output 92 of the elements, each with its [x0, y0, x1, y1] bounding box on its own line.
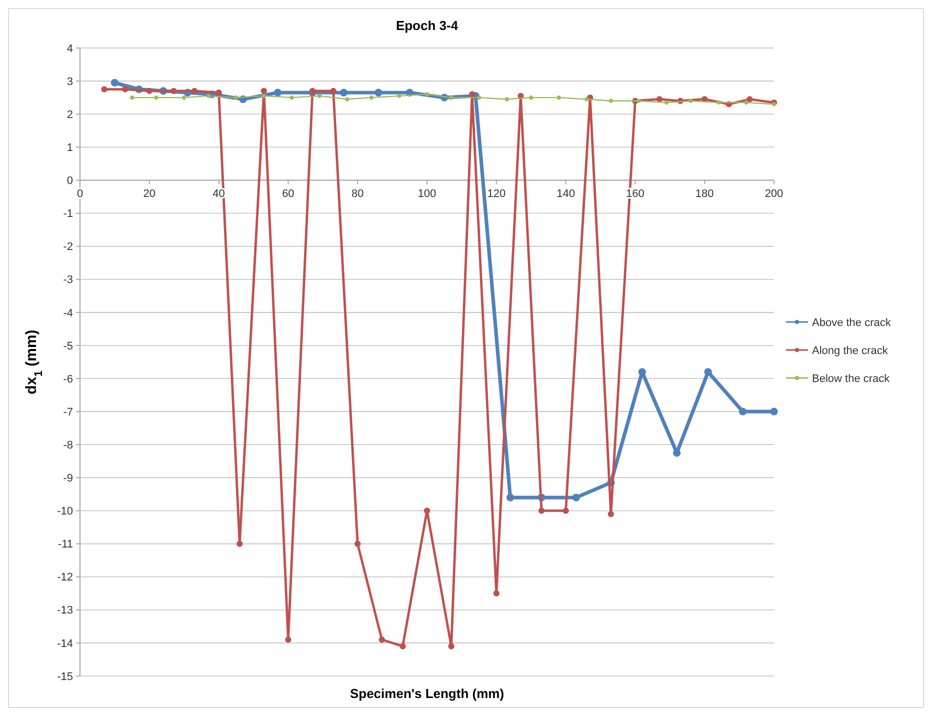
point [216, 90, 222, 96]
point [234, 95, 238, 100]
point [716, 100, 721, 105]
point [191, 88, 198, 94]
point [638, 368, 646, 376]
y-tick-label: -5 [63, 340, 73, 352]
point [528, 95, 534, 100]
point [397, 94, 402, 98]
y-tick-label: -11 [58, 538, 73, 551]
point [504, 97, 509, 102]
point [584, 97, 589, 102]
y-tick-label: -1 [63, 208, 73, 220]
point [110, 78, 119, 87]
x-tick-label: 100 [418, 188, 436, 200]
point [374, 88, 382, 96]
point [354, 540, 361, 547]
point [170, 88, 177, 94]
point [506, 494, 514, 502]
x-tick-label: 20 [143, 188, 156, 200]
point [673, 449, 681, 457]
x-tick-label: 80 [351, 188, 364, 200]
point [317, 94, 322, 98]
y-tick-label: -12 [57, 572, 73, 584]
x-tick-label: 140 [556, 188, 575, 200]
y-tick-label: 4 [66, 42, 73, 55]
point [260, 88, 267, 94]
point [122, 86, 128, 92]
y-tick-label: -2 [63, 241, 73, 254]
y-tick-label: -14 [57, 638, 73, 650]
point [378, 636, 385, 643]
point [469, 91, 476, 98]
point [476, 95, 482, 100]
y-tick-label: -6 [63, 373, 73, 386]
point [448, 643, 454, 650]
point [572, 494, 580, 502]
y-tick-label: 2 [66, 108, 73, 121]
y-tick-label: -7 [63, 406, 73, 418]
point [688, 98, 693, 103]
point [400, 643, 406, 650]
point [608, 510, 614, 518]
y-tick-label: -15 [57, 670, 73, 683]
point [262, 94, 266, 98]
point [704, 368, 712, 376]
point [330, 88, 336, 94]
x-tick-label: 200 [764, 188, 784, 200]
point [770, 408, 778, 416]
point [424, 508, 430, 514]
y-tick-label: 1 [66, 142, 73, 154]
point [562, 508, 569, 514]
y-tick-label: -10 [57, 506, 73, 518]
point [274, 88, 282, 96]
point [285, 636, 292, 643]
legend-label: Below the crack [812, 372, 890, 385]
y-tick-label: 3 [66, 76, 73, 88]
y-tick-label: -9 [63, 472, 73, 485]
y-tick-label: 0 [66, 175, 73, 188]
point [744, 100, 748, 105]
point [146, 88, 152, 94]
point [608, 98, 614, 103]
point [101, 86, 108, 92]
y-tick-label: -8 [63, 439, 73, 452]
point [206, 94, 210, 98]
x-tick-label: 120 [487, 188, 506, 200]
point [154, 95, 158, 100]
point [182, 95, 186, 100]
x-tick-label: 0 [76, 188, 84, 200]
point [236, 540, 243, 547]
point [130, 95, 134, 100]
y-tick-label: -13 [57, 604, 73, 617]
point [369, 95, 374, 100]
point [538, 508, 545, 514]
point [424, 92, 430, 96]
x-tick-label: 180 [695, 188, 714, 200]
y-tick-label: -4 [63, 307, 73, 320]
y-tick-label: -3 [63, 274, 73, 286]
point [340, 88, 348, 96]
point [738, 408, 747, 416]
point [772, 102, 776, 106]
x-axis-title: Specimen's Length (mm) [350, 686, 504, 701]
point [656, 96, 663, 102]
x-tick-label: 60 [282, 188, 294, 200]
point [746, 96, 753, 102]
point [493, 590, 500, 596]
point [664, 100, 669, 105]
point [449, 95, 454, 100]
point [556, 95, 561, 100]
point [290, 95, 294, 100]
chart-title: Epoch 3-4 [396, 18, 459, 33]
point [345, 97, 350, 102]
point [636, 98, 641, 103]
legend-label: Along the crack [812, 344, 888, 357]
legend-label: Above the crack [812, 316, 892, 329]
